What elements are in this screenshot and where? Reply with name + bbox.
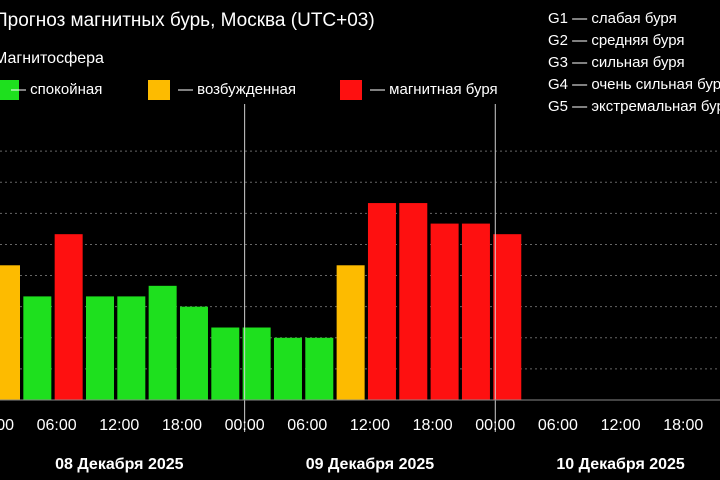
bar [367,203,396,400]
bar [493,234,522,400]
x-tick-label: 00:00 [475,417,515,434]
x-tick-label: 18:00 [162,417,202,434]
bar [85,296,114,400]
bar [336,265,365,400]
x-tick-label: 00:00 [0,417,14,434]
chart-title: Прогноз магнитных бурь, Москва (UTC+03) [0,10,375,31]
x-tick-label: 06:00 [37,417,77,434]
bar [305,337,334,400]
x-tick-label: 18:00 [413,417,453,434]
x-tick-label: 00:00 [225,417,265,434]
g-scale-g5: G5 — экстремальная буря [548,98,720,115]
legend-swatch-storm [340,80,362,100]
bar [461,223,490,400]
x-tick-label: 12:00 [350,417,390,434]
x-tick-label: 06:00 [287,417,327,434]
x-tick-label: 06:00 [538,417,578,434]
bar [211,327,240,400]
x-tick-label: 18:00 [663,417,703,434]
g-scale-list: G1 — слабая буря G2 — средняя буря G3 — … [548,8,720,118]
legend-section-title: Магнитосфера [0,50,104,67]
legend-swatch-quiet [0,80,19,100]
g-scale-g1: G1 — слабая буря [548,10,677,27]
date-label: 10 Декабря 2025 [556,456,685,473]
x-tick-label: 12:00 [99,417,139,434]
bar [117,296,146,400]
bar [399,203,428,400]
bar [54,234,83,400]
bar [23,296,52,400]
bar [430,223,459,400]
bar [179,306,208,400]
legend-swatch-active [148,80,170,100]
x-tick-label: 12:00 [601,417,641,434]
legend-label-active: — возбужденная [178,81,296,98]
g-scale-g3: G3 — сильная буря [548,54,685,71]
legend-label-quiet: — спокойная [11,81,103,98]
bar [273,337,302,400]
date-label: 08 Декабря 2025 [55,456,184,473]
legend-label-storm: — магнитная буря [370,81,498,98]
bar [242,327,271,400]
g-scale-g4: G4 — очень сильная буря [548,76,720,93]
g-scale-g2: G2 — средняя буря [548,32,685,49]
bar [148,285,177,400]
date-label: 09 Декабря 2025 [306,456,435,473]
bar [0,265,20,400]
